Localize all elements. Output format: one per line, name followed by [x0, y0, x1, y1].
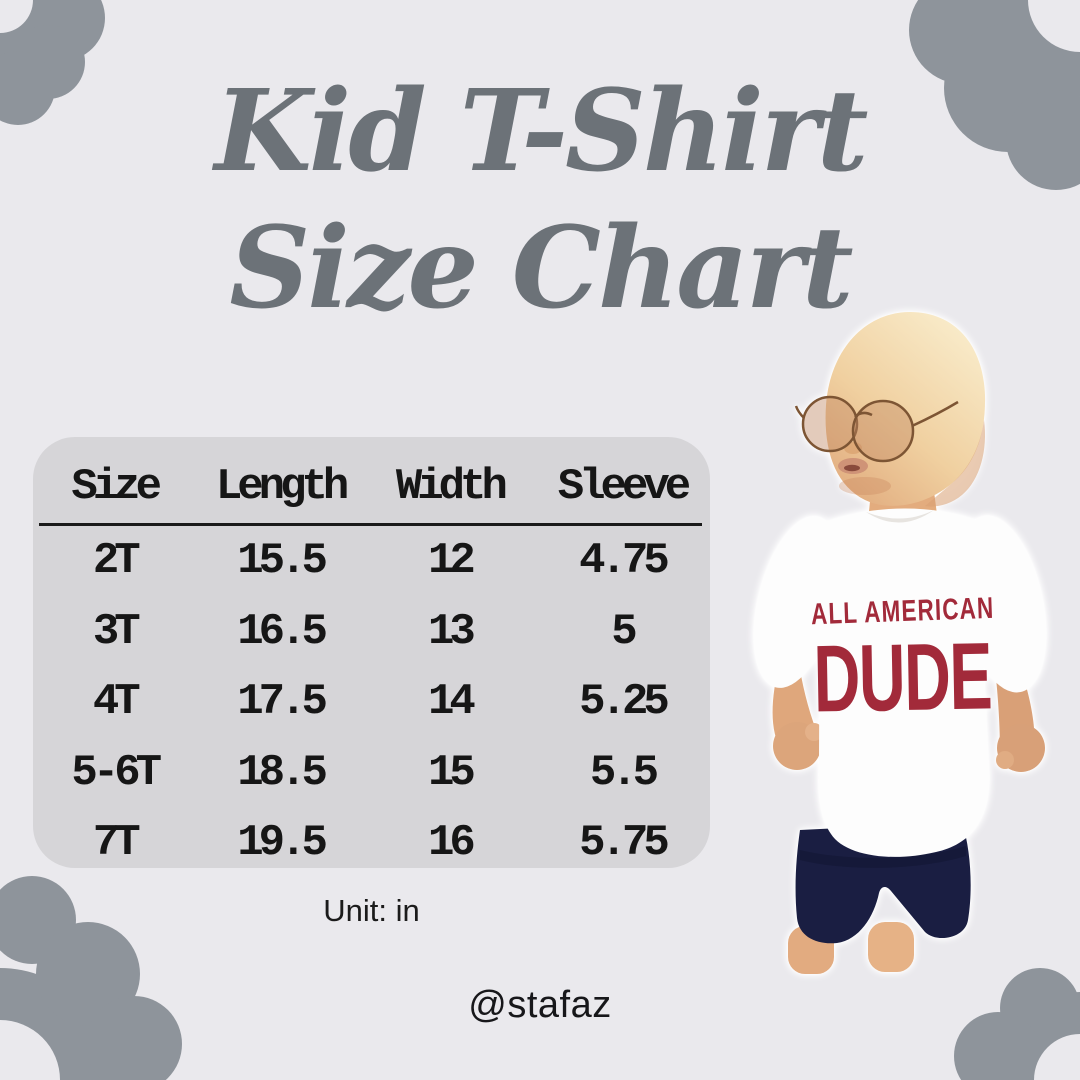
collar	[866, 510, 934, 523]
cell-sleeve: 5.75	[579, 818, 670, 869]
head	[794, 312, 986, 507]
creator-handle: @stafaz	[468, 984, 612, 1026]
column-header-sleeve: Sleeve	[557, 462, 691, 512]
cell-sleeve: 5.5	[589, 747, 659, 798]
cell-sleeve: 5	[611, 606, 637, 657]
header-divider	[39, 523, 702, 526]
shirt-text-line1: ALL AMERICAN	[810, 591, 994, 631]
column-header-length: Length	[215, 462, 349, 512]
column-header-width: Width	[395, 462, 508, 512]
cell-size: 2T	[92, 536, 141, 587]
mouth	[838, 458, 868, 474]
sunglasses-icon	[794, 395, 959, 463]
page-title-line2: Size Chart	[229, 202, 853, 334]
cell-sleeve: 4.75	[579, 536, 670, 587]
cell-width: 14	[427, 677, 476, 728]
cell-length: 19.5	[237, 818, 328, 869]
page-title-line1: Kid T-Shirt	[214, 66, 868, 197]
arms	[772, 670, 1045, 772]
toddler-photo: ALL AMERICAN DUDE	[753, 312, 1047, 974]
table-row: 3T 16.5 13 5	[33, 597, 710, 668]
cell-width: 13	[427, 606, 476, 657]
t-shirt	[753, 508, 1047, 857]
cell-size: 4T	[92, 677, 141, 728]
cell-length: 16.5	[237, 606, 328, 657]
table-row: 2T 15.5 12 4.75	[33, 526, 710, 597]
cell-width: 15	[427, 747, 476, 798]
page-title: Kid T-Shirt Size Chart	[0, 64, 1080, 337]
cell-width: 12	[427, 536, 476, 587]
cell-size: 5-6T	[71, 747, 162, 798]
cell-length: 18.5	[237, 747, 328, 798]
unit-label: Unit: in	[323, 893, 420, 928]
table-row: 4T 17.5 14 5.25	[33, 667, 710, 738]
shirt-text-line2: DUDE	[813, 623, 992, 733]
cell-length: 15.5	[237, 536, 328, 587]
table-row: 5-6T 18.5 15 5.5	[33, 738, 710, 809]
column-header-size: Size	[71, 462, 162, 512]
cell-length: 17.5	[237, 677, 328, 728]
cell-size: 3T	[92, 606, 141, 657]
cell-width: 16	[427, 818, 476, 869]
cell-sleeve: 5.25	[579, 677, 670, 728]
table-header-row: Size Length Width Sleeve	[33, 451, 710, 523]
cell-size: 7T	[92, 818, 141, 869]
table-row: 7T 19.5 16 5.75	[33, 808, 710, 879]
size-chart-table: Size Length Width Sleeve 2T 15.5 12 4.75…	[33, 437, 710, 868]
